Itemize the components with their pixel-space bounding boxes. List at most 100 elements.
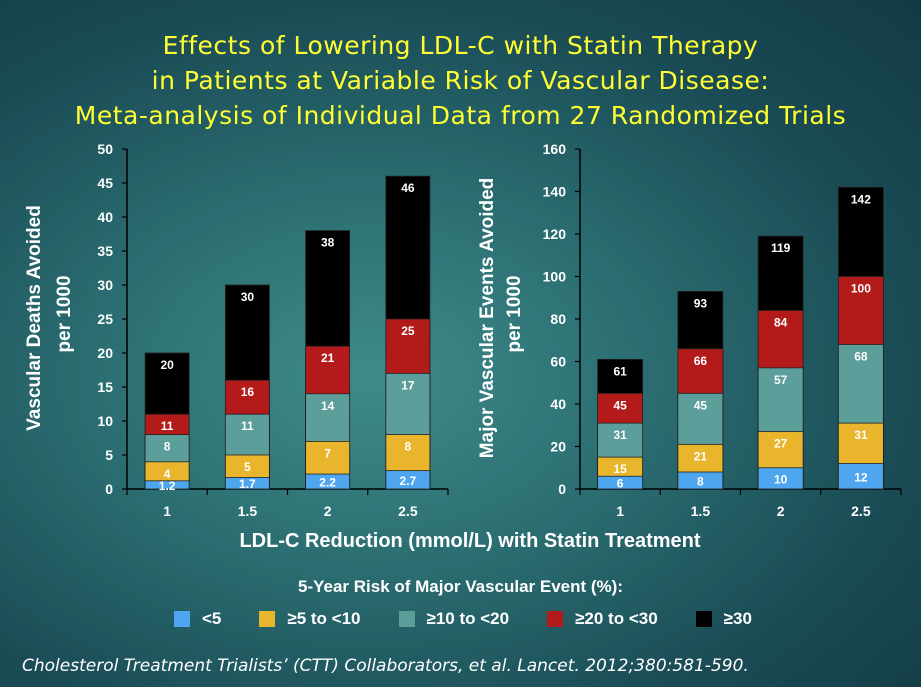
- legend-item-20to30: ≥20 to <30: [547, 609, 658, 629]
- data-label: 6: [617, 477, 624, 491]
- y-tick-label: 140: [543, 184, 567, 200]
- legend-item-lt5: <5: [174, 609, 221, 629]
- y-tick-label: 40: [550, 396, 566, 412]
- legend-label-lt5: <5: [202, 609, 222, 628]
- data-label: 12: [854, 470, 868, 484]
- data-label: 1.7: [239, 477, 256, 491]
- bar: [837, 463, 884, 490]
- legend-item-10to20: ≥10 to <20: [398, 609, 510, 629]
- legend-label-20to30: ≥20 to <30: [575, 609, 658, 628]
- y-tick-label: 5: [105, 447, 113, 463]
- y-tick-label: 45: [97, 175, 113, 191]
- x-tick-label: 2.5: [851, 503, 871, 519]
- legend: <5 ≥5 to <10 ≥10 to <20 ≥20 to <30 ≥30: [174, 609, 790, 629]
- legend-item-5to10: ≥5 to <10: [259, 609, 361, 629]
- y-tick-label: 160: [543, 141, 567, 157]
- y-axis-title: Major Vascular Events Avoided: [477, 178, 498, 459]
- x-tick-label: 2.5: [398, 503, 418, 519]
- legend-swatch-5to10: [259, 611, 276, 627]
- x-tick-label: 1.5: [691, 503, 711, 519]
- chart-title-line-2: in Patients at Variable Risk of Vascular…: [151, 66, 770, 95]
- y-tick-label: 35: [97, 243, 113, 259]
- data-label: 2.2: [319, 476, 336, 490]
- data-label: 84: [774, 316, 788, 330]
- y-axis-title-line-2: per 1000: [54, 275, 75, 352]
- x-tick-label: 1.5: [238, 503, 258, 519]
- legend-label-gte30: ≥30: [723, 609, 752, 628]
- data-label: 4: [164, 467, 171, 481]
- data-label: 66: [694, 354, 708, 368]
- y-axis-title-line-2: per 1000: [504, 275, 525, 352]
- x-tick-label: 2: [777, 503, 785, 519]
- data-label: 119: [771, 241, 791, 255]
- data-label: 15: [613, 462, 627, 476]
- y-axis-title: Vascular Deaths Avoided: [24, 205, 45, 431]
- data-label: 20: [160, 358, 174, 372]
- legend-swatch-lt5: [174, 611, 190, 627]
- citation: Cholesterol Treatment Trialists’ (CTT) C…: [22, 656, 749, 676]
- y-tick-label: 50: [97, 141, 113, 157]
- y-tick-label: 0: [105, 481, 113, 497]
- bar: [224, 477, 270, 490]
- data-label: 142: [851, 192, 871, 206]
- y-tick-label: 30: [97, 277, 113, 293]
- data-label: 46: [401, 181, 415, 195]
- data-label: 11: [241, 419, 254, 433]
- y-tick-label: 60: [550, 354, 566, 370]
- data-label: 100: [851, 282, 871, 296]
- x-tick-label: 1: [616, 503, 624, 519]
- data-label: 25: [401, 324, 415, 338]
- data-label: 8: [164, 440, 171, 454]
- data-label: 45: [613, 398, 627, 412]
- data-label: 68: [854, 350, 868, 364]
- chart-title: Effects of Lowering LDL-C with Statin Th…: [0, 28, 921, 133]
- y-tick-label: 0: [558, 481, 566, 497]
- data-label: 8: [697, 475, 704, 489]
- y-tick-label: 40: [97, 209, 113, 225]
- data-label: 7: [324, 446, 331, 460]
- y-tick-label: 20: [97, 345, 113, 361]
- chart-title-line-1: Effects of Lowering LDL-C with Statin Th…: [162, 31, 759, 60]
- y-tick-label: 25: [97, 311, 113, 327]
- data-label: 11: [161, 419, 174, 433]
- data-label: 57: [774, 373, 788, 387]
- data-label: 30: [241, 290, 255, 304]
- data-label: 31: [613, 428, 627, 442]
- legend-swatch-gte30: [695, 611, 712, 627]
- data-label: 1.2: [159, 479, 176, 493]
- x-tick-label: 1: [163, 503, 171, 519]
- x-axis-title: LDL-C Reduction (mmol/L) with Statin Tre…: [239, 530, 701, 552]
- data-label: 17: [401, 378, 415, 392]
- data-label: 21: [321, 351, 335, 365]
- data-label: 61: [613, 364, 627, 378]
- bar: [305, 473, 351, 490]
- bar: [385, 470, 431, 490]
- bar: [597, 475, 644, 490]
- legend-swatch-10to20: [398, 611, 415, 627]
- data-label: 10: [774, 472, 788, 486]
- data-label: 21: [694, 449, 708, 463]
- data-label: 31: [854, 428, 868, 442]
- data-label: 14: [321, 399, 335, 413]
- data-label: 27: [774, 437, 788, 451]
- data-label: 45: [694, 398, 708, 412]
- bar: [677, 471, 724, 490]
- bar: [144, 480, 190, 490]
- legend-label-10to20: ≥10 to <20: [426, 609, 510, 628]
- legend-item-gte30: ≥30: [695, 609, 752, 629]
- legend-swatch-20to30: [547, 611, 564, 627]
- data-label: 2.7: [400, 474, 417, 488]
- data-label: 8: [405, 440, 412, 454]
- data-label: 93: [694, 296, 708, 310]
- y-tick-label: 80: [550, 311, 566, 327]
- data-label: 38: [321, 236, 335, 250]
- y-tick-label: 100: [543, 269, 567, 285]
- data-label: 16: [241, 385, 255, 399]
- y-tick-label: 15: [97, 379, 113, 395]
- bar: [757, 467, 804, 490]
- chart-title-line-3: Meta-analysis of Individual Data from 27…: [74, 101, 847, 130]
- y-tick-label: 20: [550, 439, 566, 455]
- x-tick-label: 2: [324, 503, 332, 519]
- y-tick-label: 120: [543, 226, 567, 242]
